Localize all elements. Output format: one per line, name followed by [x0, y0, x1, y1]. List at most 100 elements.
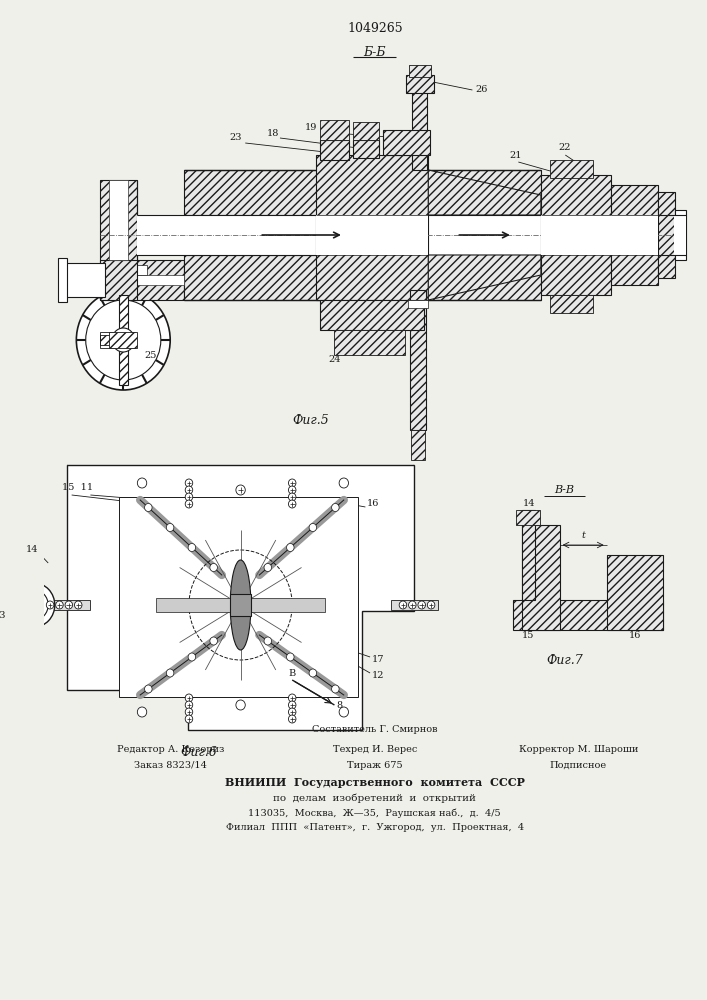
Bar [44, 600, 90, 610]
Bar [334, 330, 405, 355]
Text: Фиг.7: Фиг.7 [546, 654, 583, 666]
Circle shape [188, 653, 196, 661]
Circle shape [13, 583, 54, 627]
Circle shape [409, 601, 416, 609]
Circle shape [309, 669, 317, 677]
Bar [409, 65, 431, 77]
Circle shape [76, 290, 170, 390]
Circle shape [185, 493, 193, 501]
Circle shape [188, 544, 196, 552]
Circle shape [166, 669, 174, 677]
Text: В: В [288, 668, 296, 678]
Bar [100, 332, 134, 348]
Bar [100, 180, 137, 300]
Bar [675, 210, 686, 260]
Bar [658, 192, 675, 278]
Circle shape [185, 479, 193, 487]
Bar [100, 335, 134, 345]
Circle shape [137, 478, 147, 488]
Text: Подписное: Подписное [550, 760, 607, 770]
Circle shape [427, 601, 435, 609]
Text: 24: 24 [328, 356, 341, 364]
Circle shape [288, 715, 296, 723]
Circle shape [47, 601, 54, 609]
Text: 16: 16 [367, 498, 380, 508]
Polygon shape [67, 465, 414, 730]
Bar [412, 90, 427, 170]
Circle shape [288, 493, 296, 501]
Text: Заказ 8323/14: Заказ 8323/14 [134, 760, 206, 770]
Text: 1049265: 1049265 [347, 21, 402, 34]
Bar [522, 510, 535, 600]
Bar [137, 265, 147, 275]
Bar [612, 215, 658, 255]
Text: 19: 19 [305, 122, 317, 131]
Circle shape [288, 479, 296, 487]
Bar [100, 260, 185, 300]
Circle shape [185, 708, 193, 716]
Text: 26: 26 [475, 86, 488, 95]
Circle shape [137, 707, 147, 717]
Bar [156, 598, 325, 612]
Circle shape [264, 564, 271, 572]
Text: Тираж 675: Тираж 675 [347, 760, 402, 770]
Bar [408, 300, 428, 308]
Circle shape [288, 500, 296, 508]
Bar [541, 215, 612, 255]
Text: 13: 13 [0, 610, 6, 619]
Text: 20: 20 [414, 365, 426, 374]
Bar [513, 600, 663, 630]
Bar [119, 295, 128, 385]
Circle shape [185, 500, 193, 508]
Bar [185, 255, 541, 300]
Text: 113035,  Москва,  Ж—35,  Раушская наб.,  д.  4/5: 113035, Москва, Ж—35, Раушская наб., д. … [248, 808, 501, 818]
Bar [320, 300, 423, 330]
Circle shape [288, 486, 296, 494]
Circle shape [210, 637, 217, 645]
Text: 16: 16 [629, 631, 641, 640]
Circle shape [332, 685, 339, 693]
Text: Фиг.6: Фиг.6 [180, 746, 217, 758]
Circle shape [236, 485, 245, 495]
Bar [354, 122, 380, 140]
Circle shape [86, 300, 160, 380]
Polygon shape [428, 255, 541, 300]
Circle shape [339, 478, 349, 488]
Text: Редактор А. Козориз: Редактор А. Козориз [117, 746, 224, 754]
Text: 22: 22 [558, 143, 571, 152]
Circle shape [286, 544, 294, 552]
Circle shape [166, 524, 174, 532]
Text: Составитель Г. Смирнов: Составитель Г. Смирнов [312, 726, 438, 734]
Circle shape [185, 694, 193, 702]
Bar [315, 155, 428, 300]
Bar [607, 555, 663, 630]
Bar [391, 600, 438, 610]
Text: ВНИИПИ  Государственного  комитета  СССР: ВНИИПИ Государственного комитета СССР [225, 778, 525, 788]
Bar [315, 215, 428, 255]
Bar [550, 160, 592, 178]
Bar [383, 130, 430, 155]
Bar [411, 430, 424, 460]
Polygon shape [428, 170, 541, 215]
Circle shape [236, 700, 245, 710]
Circle shape [56, 601, 63, 609]
Circle shape [264, 637, 271, 645]
Circle shape [286, 653, 294, 661]
Circle shape [309, 524, 317, 532]
Bar [230, 594, 251, 616]
Circle shape [339, 707, 349, 717]
Text: Фиг.5: Фиг.5 [293, 414, 329, 426]
Text: 15  11: 15 11 [62, 483, 93, 491]
Bar [354, 140, 380, 158]
Bar [522, 525, 560, 630]
Circle shape [144, 504, 152, 512]
Text: 18: 18 [267, 128, 279, 137]
Circle shape [288, 708, 296, 716]
Text: t: t [546, 531, 549, 540]
Text: 15: 15 [522, 631, 534, 640]
Circle shape [288, 701, 296, 709]
Ellipse shape [230, 560, 251, 650]
Circle shape [185, 486, 193, 494]
Bar [550, 295, 592, 313]
Text: 25: 25 [144, 351, 156, 360]
